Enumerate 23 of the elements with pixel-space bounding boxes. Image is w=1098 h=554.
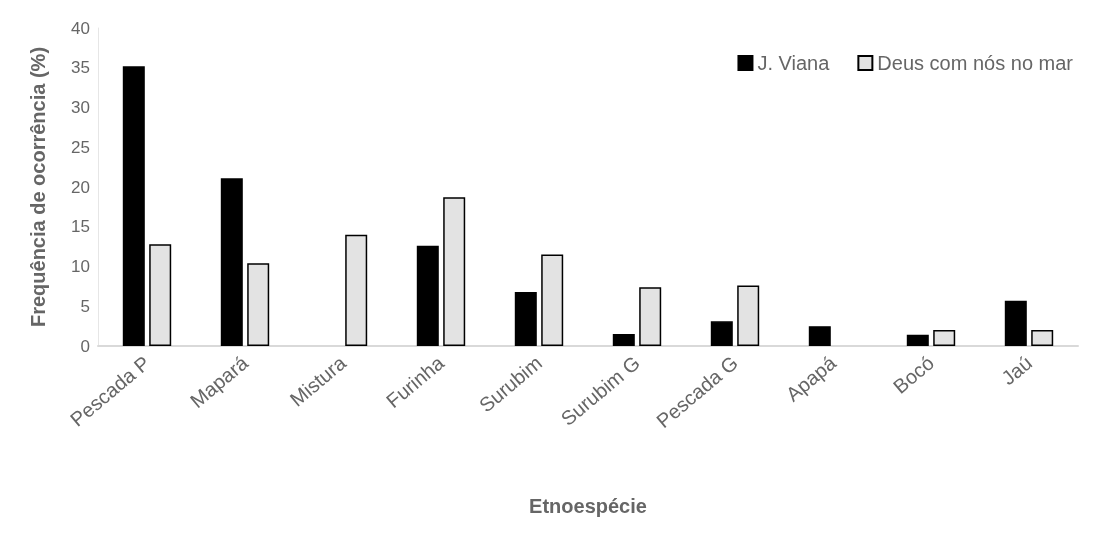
x-tick-label: Jaú [997,351,1037,390]
y-axis-title: Frequência de ocorrência (%) [27,46,49,328]
bar [710,321,733,346]
y-tick-label: 35 [71,58,90,78]
y-tick-label: 40 [71,18,90,38]
y-tick-label: 25 [71,137,90,157]
y-tick-label: 15 [71,217,90,237]
y-tick-label: 20 [71,177,90,197]
bar [808,326,831,346]
y-tick-label: 5 [80,296,90,316]
y-tick-label: 10 [71,257,90,276]
legend-label: Deus com nós no mar [877,52,1074,74]
bar [514,291,537,346]
bar [416,245,439,346]
bar [612,334,635,346]
bar [220,178,243,346]
y-tick-label: 0 [80,336,90,356]
bar [1004,300,1027,346]
bar [906,334,929,346]
bar [122,66,145,346]
y-tick-label: 30 [71,98,90,117]
x-axis-title: Etnoespécie [529,495,647,517]
legend-label: J. Viana [757,52,831,74]
